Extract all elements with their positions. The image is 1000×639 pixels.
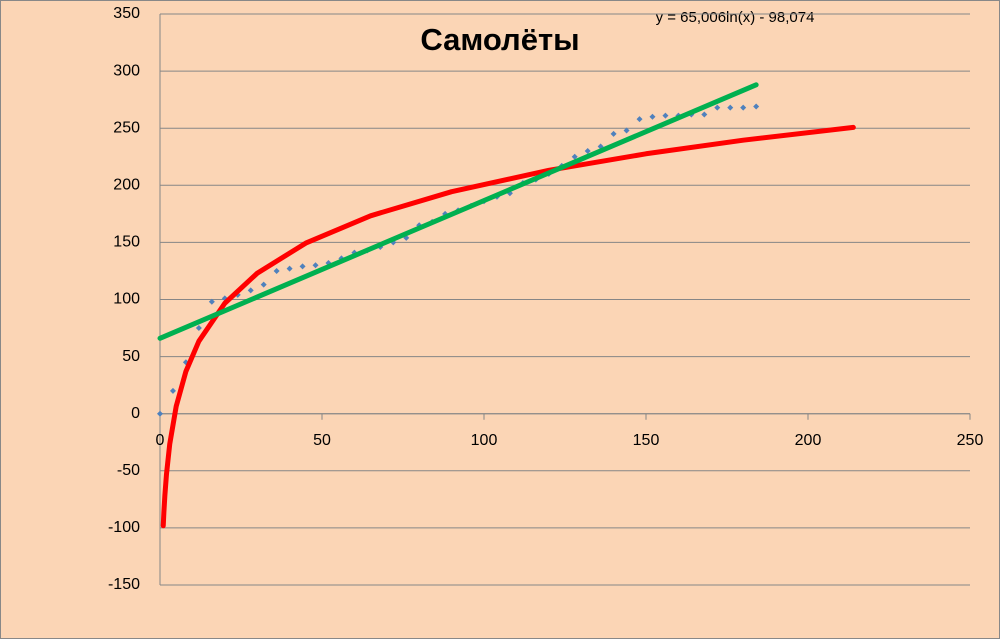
data-point [260,281,267,288]
data-point [740,104,747,111]
data-point [727,104,734,111]
data-point [584,148,591,155]
x-tick-label: 0 [156,432,165,449]
y-tick-label: 350 [113,5,140,22]
data-point [286,265,293,272]
data-point [195,325,202,332]
y-tick-label: 100 [113,291,140,308]
data-point [636,116,643,123]
trendline [160,124,856,529]
data-point [312,262,319,269]
data-point [662,112,669,119]
x-tick-label: 200 [795,432,822,449]
x-tick-label: 50 [313,432,331,449]
data-point [208,298,215,305]
data-point [273,267,280,274]
y-tick-label: 50 [122,348,140,365]
x-tick-label: 250 [957,432,984,449]
data-point [169,387,176,394]
y-tick-label: -150 [108,576,140,593]
data-point [701,111,708,118]
x-tick-label: 100 [471,432,498,449]
data-point [247,287,254,294]
data-point [753,103,760,110]
trendline [157,82,759,341]
data-point [649,113,656,120]
y-tick-label: 300 [113,62,140,79]
y-tick-label: 250 [113,119,140,136]
y-tick-label: -50 [117,462,140,479]
y-tick-label: 200 [113,177,140,194]
data-point [714,104,721,111]
y-tick-label: 0 [131,405,140,422]
data-point [157,410,163,417]
data-point [610,130,617,137]
y-tick-label: -100 [108,519,140,536]
y-tick-label: 150 [113,234,140,251]
x-tick-label: 150 [633,432,660,449]
data-point [299,263,306,270]
data-point [623,127,630,134]
data-point [571,153,578,160]
trendline-equation: y = 65,006ln(x) - 98,074 [656,9,815,26]
chart-title: Самолёты [420,22,579,57]
